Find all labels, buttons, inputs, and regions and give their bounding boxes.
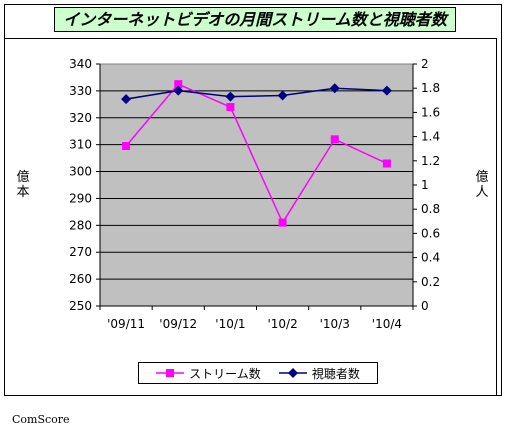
left-tick-label: 300 [69,165,92,179]
data-point-viewers [381,85,392,96]
chart-title: インターネットビデオの月間ストリーム数と視聴者数 [54,7,456,32]
left-tick-label: 280 [69,218,92,232]
legend-viewers-marker [278,368,307,378]
left-tick-label: 270 [69,245,92,259]
x-tick-label: '10/2 [267,317,297,331]
data-point-streams [226,103,235,112]
x-tick-label: '10/3 [320,317,350,331]
x-tick-label: '10/1 [215,317,245,331]
legend-streams-marker [156,369,185,377]
plot-area [99,63,414,307]
right-tick-label: 1.8 [421,81,440,95]
legend-item-viewers: 視聴者数 [278,365,360,382]
right-tick-label: 0.6 [421,226,440,240]
right-tick-label: 0.8 [421,202,440,216]
right-axis-title: 億人 [475,170,489,200]
data-point-viewers [225,91,236,102]
right-tick-label: 0 [421,299,429,313]
legend-item-streams: ストリーム数 [156,365,261,382]
x-tick-label: '09/11 [107,317,145,331]
right-tick-label: 1.6 [421,105,440,119]
data-point-streams [174,80,183,89]
data-point-viewers [173,85,184,96]
series-line-viewers [125,87,387,100]
right-tick-label: 1.2 [421,154,440,168]
left-tick-label: 330 [69,84,92,98]
legend-label-viewers: 視聴者数 [311,366,360,381]
left-tick-label: 320 [69,111,92,125]
x-tick-label: '09/12 [159,317,197,331]
left-tick-label: 340 [69,57,92,71]
source-note: ComScore [12,413,70,426]
data-point-viewers [277,90,288,101]
legend-label-streams: ストリーム数 [189,366,261,381]
data-point-viewers [121,94,132,105]
left-tick-label: 290 [69,191,92,205]
chart-legend: ストリーム数 視聴者数 [138,362,378,384]
data-point-streams [330,135,339,144]
x-tick-label: '10/4 [372,317,402,331]
right-tick-label: 0.4 [421,251,440,265]
left-axis-title: 億本 [16,170,30,200]
right-tick-label: 1.4 [421,130,440,144]
data-point-viewers [329,83,340,94]
left-tick-label: 250 [69,299,92,313]
data-point-streams [278,218,287,227]
chart-area-border [4,38,497,396]
left-tick-label: 260 [69,272,92,286]
right-tick-label: 1 [421,178,429,192]
left-tick-label: 310 [69,138,92,152]
series-line-streams [125,83,388,225]
right-tick-label: 2 [421,57,429,71]
data-point-streams [122,142,131,151]
data-point-streams [382,159,391,168]
right-tick-label: 0.2 [421,275,440,289]
